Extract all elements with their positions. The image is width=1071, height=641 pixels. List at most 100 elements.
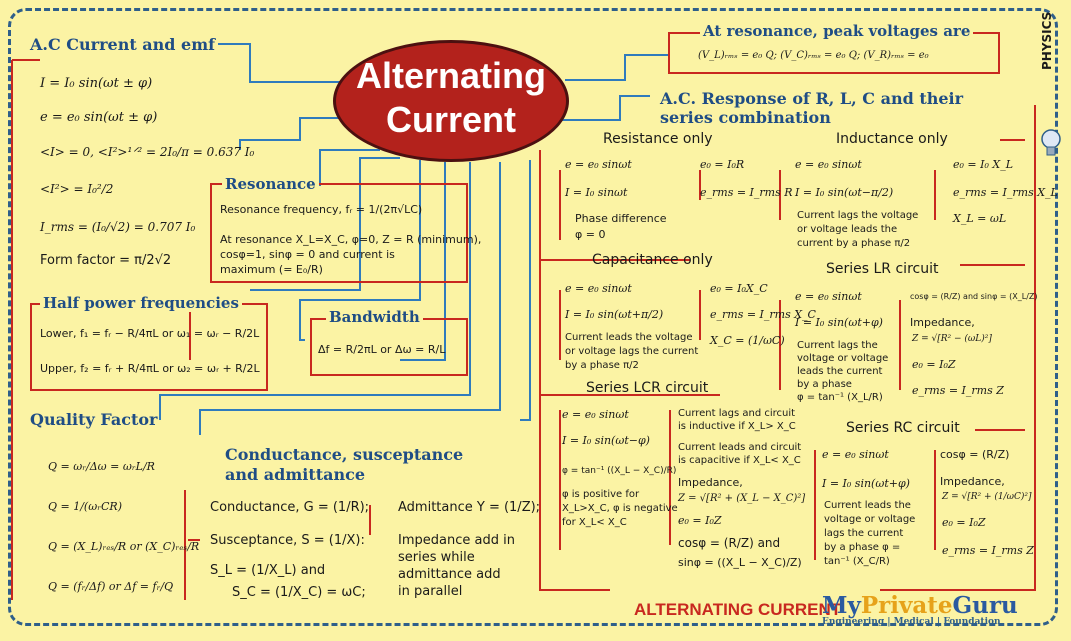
rc-lead-5: tan⁻¹ (X_C/R)	[824, 556, 890, 567]
title-line2: Current	[385, 99, 516, 140]
lr-e: e = e₀ sinωt	[795, 290, 862, 303]
ac-item-5: I_rms = (I₀/√2) = 0.707 I₀	[40, 220, 196, 234]
inductance-e0: e₀ = I₀ X_L	[953, 158, 1014, 171]
quality-item-3: Q = (X_L)ᵣₑₛ/R or (X_C)ᵣₑₛ/R	[48, 540, 200, 553]
half-power-box	[30, 303, 268, 391]
lcr-capacitive-2: is capacitive if X_L< X_C	[678, 455, 801, 466]
lr-erms: e_rms = I_rms Z	[912, 384, 1004, 397]
rc-erms: e_rms = I_rms Z	[942, 544, 1034, 557]
half-power-heading: Half power frequencies	[40, 294, 242, 312]
quality-item-1: Q = ωᵣ/Δω = ωᵣL/R	[48, 460, 155, 473]
resistance-heading: Resistance only	[603, 131, 713, 147]
capacitance-lead-3: by a phase π/2	[565, 360, 639, 371]
title-oval: Alternating Current	[333, 40, 569, 162]
susceptance-sc: S_C = (1/X_C) = ωC;	[232, 585, 366, 600]
half-power-upper: Upper, f₂ = fᵣ + R/4πL or ω₂ = ωᵣ + R/2L	[40, 362, 260, 375]
lcr-i: I = I₀ sin(ωt−φ)	[562, 434, 650, 447]
capacitance-heading: Capacitance only	[592, 252, 713, 268]
resonance-line-1: Resonance frequency, fᵣ = 1/(2π√LC)	[220, 203, 423, 216]
rc-e0: e₀ = I₀Z	[942, 516, 986, 529]
resistance-e0: e₀ = I₀R	[700, 158, 745, 171]
ac-item-6: Form factor = π/2√2	[40, 253, 172, 268]
capacitance-i: I = I₀ sin(ωt+π/2)	[565, 308, 664, 321]
rc-heading: Series RC circuit	[846, 420, 960, 436]
lr-i: I = I₀ sin(ωt+φ)	[795, 316, 883, 329]
conductance-g: Conductance, G = (1/R);	[210, 500, 370, 515]
inductance-lag-3: current by a phase π/2	[797, 238, 911, 249]
lcr-heading: Series LCR circuit	[586, 380, 709, 396]
resonance-line-2: At resonance X_L=X_C, φ=0, Z = R (minimu…	[220, 233, 482, 246]
lcr-e0: e₀ = I₀Z	[678, 514, 722, 527]
bandwidth-formula: Δf = R/2πL or Δω = R/L	[318, 343, 446, 356]
quality-heading: Quality Factor	[30, 410, 158, 429]
resistance-e: e = e₀ sinωt	[565, 158, 632, 171]
resonance-line-4: maximum (= E₀/R)	[220, 263, 323, 276]
resonance-heading: Resonance	[222, 175, 319, 193]
inductance-lag-1: Current lags the voltage	[797, 210, 919, 221]
resistance-phase-2: φ = 0	[575, 228, 606, 241]
lr-e0: e₀ = I₀Z	[912, 358, 956, 371]
inductance-lag-2: or voltage leads the	[797, 224, 898, 235]
rc-i: I = I₀ sin(ωt+φ)	[822, 477, 910, 490]
lcr-inductive-2: is inductive if X_L> X_C	[678, 421, 796, 432]
lr-impedance: Impedance,	[910, 316, 975, 329]
inductance-e: e = e₀ sinωt	[795, 158, 862, 171]
capacitance-lead-2: or voltage lags the current	[565, 346, 699, 357]
rc-lead-4: by a phase φ =	[824, 542, 901, 553]
capacitance-erms: e_rms = I_rms X_C	[710, 308, 816, 321]
ac-item-2: e = e₀ sin(ωt ± φ)	[40, 110, 158, 125]
lcr-sin: sinφ = ((X_L − X_C)/Z)	[678, 556, 802, 569]
title-line1: Alternating	[355, 55, 546, 96]
susceptance-sl: S_L = (1/X_L) and	[210, 563, 326, 578]
resistance-erms: e_rms = I_rms R	[700, 186, 793, 199]
resonance-box	[210, 183, 468, 283]
logo: MyPrivateGuru	[822, 592, 1018, 619]
impedance-note-1: Impedance add in	[398, 533, 515, 548]
lr-lag-3: leads the current	[797, 366, 883, 377]
rc-lead-2: voltage or voltage	[824, 514, 916, 525]
lcr-capacitive-1: Current leads and circuit	[678, 442, 802, 453]
logo-tagline: Engineering | Medical | Foundation	[822, 617, 1001, 627]
inductance-heading: Inductance only	[836, 131, 948, 147]
impedance-note-2: series while	[398, 550, 475, 565]
peak-formula: (V_L)ᵣₘₛ = e₀ Q; (V_C)ᵣₘₛ = e₀ Q; (V_R)ᵣ…	[698, 50, 929, 61]
side-label: PHYSICS	[1040, 11, 1054, 70]
lcr-phi: φ = tan⁻¹ ((X_L − X_C)/R)	[562, 466, 677, 476]
susceptance-s: Susceptance, S = (1/X):	[210, 533, 365, 548]
logo-private: Private	[860, 592, 953, 619]
peak-heading: At resonance, peak voltages are	[700, 22, 974, 40]
capacitance-e: e = e₀ sinωt	[565, 282, 632, 295]
ac-item-4: <I²> = I₀²/2	[40, 182, 114, 196]
dashed-border	[8, 8, 1058, 626]
rc-z: Z = √[R² + (1/ωC)²]	[942, 492, 1032, 502]
lcr-pos-1: φ is positive for	[562, 489, 640, 500]
lcr-impedance: Impedance,	[678, 476, 743, 489]
admittance-y: Admittance Y = (1/Z);	[398, 500, 541, 515]
lr-lag-4: by a phase	[797, 379, 852, 390]
resistance-phase-1: Phase difference	[575, 212, 667, 225]
lr-lag-2: voltage or voltage	[797, 353, 889, 364]
inductance-xl: X_L = ωL	[953, 212, 1007, 225]
impedance-note-3: admittance add	[398, 567, 501, 582]
half-power-lower: Lower, f₁ = fᵣ − R/4πL or ω₁ = ωᵣ − R/2L	[40, 327, 260, 340]
rc-e: e = e₀ sinωt	[822, 448, 889, 461]
response-heading-1: A.C. Response of R, L, C and their	[660, 89, 964, 108]
footer-title: ALTERNATING CURRENT	[634, 600, 842, 619]
rc-lead-1: Current leads the	[824, 500, 911, 511]
bandwidth-heading: Bandwidth	[326, 308, 423, 326]
resistance-i: I = I₀ sinωt	[565, 186, 628, 199]
lcr-pos-2: X_L>X_C, φ is negative	[562, 503, 678, 514]
lr-cos: cosφ = (R/Z) and sinφ = (X_L/Z)	[910, 292, 1038, 301]
resonance-line-3: cosφ=1, sinφ = 0 and current is	[220, 248, 395, 261]
rc-cos: cosφ = (R/Z)	[940, 448, 1010, 461]
quality-item-4: Q = (fᵣ/Δf) or Δf = fᵣ/Q	[48, 580, 174, 593]
logo-my: My	[822, 592, 861, 619]
capacitance-xc: X_C = (1/ωC)	[710, 334, 785, 347]
capacitance-lead-1: Current leads the voltage	[565, 332, 693, 343]
lightbulb-icon	[1041, 129, 1061, 156]
lr-heading: Series LR circuit	[826, 261, 939, 277]
response-heading-2: series combination	[660, 108, 831, 127]
inductance-i: I = I₀ sin(ωt−π/2)	[795, 186, 894, 199]
impedance-note-4: in parallel	[398, 584, 463, 599]
